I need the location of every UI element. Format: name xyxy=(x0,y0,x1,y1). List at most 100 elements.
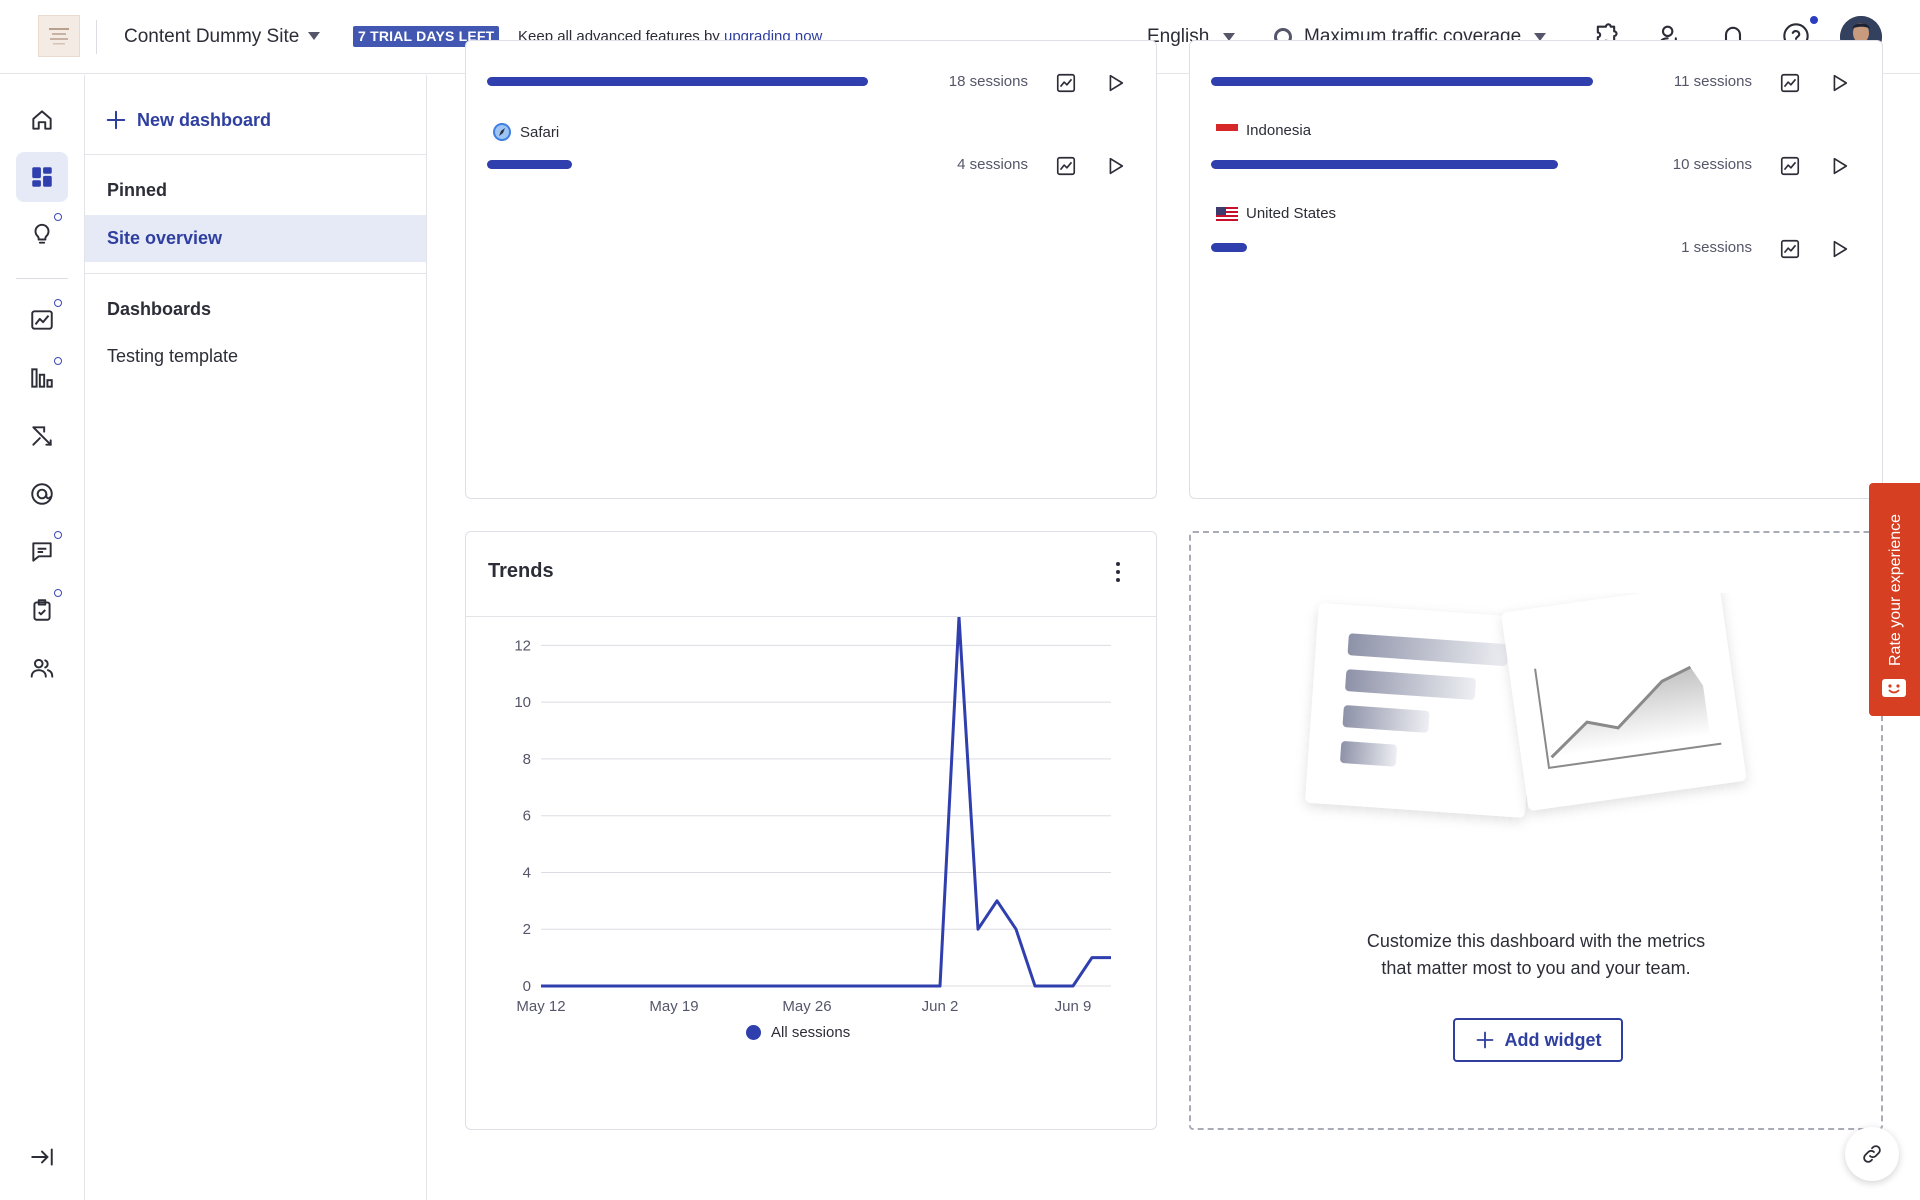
y-tick-label: 4 xyxy=(523,864,531,881)
new-dashboard-label: New dashboard xyxy=(137,109,272,130)
y-tick-label: 6 xyxy=(523,808,531,825)
trends-widget: Trends 0 2 4 6 8 10 12 May 12 May 19 May 26 Jun 2 J… xyxy=(465,531,1157,1130)
trends-icon[interactable] xyxy=(16,295,68,345)
sessions-count: 4 sessions xyxy=(957,156,1028,173)
country-label: United States xyxy=(1246,205,1337,222)
icon-rail xyxy=(0,75,85,1200)
new-dashboard-button[interactable]: New dashboard xyxy=(105,109,271,131)
funnels-icon[interactable] xyxy=(16,353,68,403)
widget-title: Trends xyxy=(488,560,554,582)
country-row-indonesia: Indonesia xyxy=(1216,122,1311,139)
rate-experience-tab[interactable]: Rate your experience xyxy=(1869,483,1920,716)
trial-badge: 7 TRIAL DAYS LEFT xyxy=(353,26,500,47)
site-dropdown-caret-icon[interactable] xyxy=(308,32,320,40)
link-icon xyxy=(1863,1145,1881,1163)
trend-chart-icon[interactable] xyxy=(1779,238,1801,260)
x-tick-label: Jun 2 xyxy=(922,998,959,1015)
y-tick-label: 8 xyxy=(523,751,531,768)
x-tick-label: May 26 xyxy=(782,998,831,1015)
legend-marker xyxy=(746,1025,761,1040)
country-widget: 11 sessions Indonesia 10 sessions United… xyxy=(1189,40,1883,499)
smiley-icon xyxy=(1882,679,1906,697)
rail-divider xyxy=(16,278,68,279)
add-widget-placeholder: Customize this dashboard with the metric… xyxy=(1189,531,1883,1130)
add-widget-label: Add widget xyxy=(1504,1029,1602,1050)
coverage-caret-icon[interactable] xyxy=(1534,33,1546,41)
session-bar xyxy=(487,77,868,86)
sessions-count: 1 sessions xyxy=(1681,239,1752,256)
sessions-count: 10 sessions xyxy=(1672,156,1752,173)
chart-legend[interactable]: All sessions xyxy=(746,1024,850,1041)
play-recording-icon[interactable] xyxy=(1104,155,1126,177)
insights-new-dot xyxy=(54,213,62,221)
browser-row-safari: Safari xyxy=(492,122,559,142)
sidebar-item-testing-template[interactable]: Testing template xyxy=(107,346,239,366)
play-recording-icon[interactable] xyxy=(1828,72,1850,94)
session-bar xyxy=(487,160,572,169)
united-states-flag-icon xyxy=(1216,206,1238,221)
y-tick-label: 2 xyxy=(523,921,531,938)
trend-chart-icon[interactable] xyxy=(1055,72,1077,94)
session-bar xyxy=(1211,77,1593,86)
session-bar xyxy=(1211,160,1558,169)
help-notification-dot xyxy=(1808,14,1820,26)
feedback-icon[interactable] xyxy=(16,527,68,577)
country-label: Indonesia xyxy=(1246,122,1312,139)
country-row-united-states: United States xyxy=(1216,205,1336,222)
y-tick-label: 12 xyxy=(514,637,531,654)
widget-illustration-icon xyxy=(1305,593,1746,818)
x-tick-label: May 12 xyxy=(516,998,565,1015)
play-recording-icon[interactable] xyxy=(1104,72,1126,94)
x-tick-label: Jun 9 xyxy=(1055,998,1092,1015)
dashboards-icon[interactable] xyxy=(16,152,68,202)
journeys-icon[interactable] xyxy=(16,411,68,461)
users-icon[interactable] xyxy=(16,643,68,693)
pinned-heading: Pinned xyxy=(107,180,168,200)
tasks-new-dot xyxy=(54,589,62,597)
dashboards-heading: Dashboards xyxy=(107,299,212,319)
site-selector[interactable]: Content Dummy Site xyxy=(124,26,300,47)
tasks-icon[interactable] xyxy=(16,585,68,635)
language-caret-icon[interactable] xyxy=(1223,33,1235,41)
sessions-count: 18 sessions xyxy=(948,73,1028,90)
feedback-new-dot xyxy=(54,531,62,539)
browser-widget: 18 sessions Safari 4 sessions xyxy=(465,40,1157,499)
plus-icon xyxy=(1476,1031,1493,1049)
widget-more-icon[interactable] xyxy=(1108,560,1128,584)
surveys-icon[interactable] xyxy=(16,469,68,519)
copy-link-button[interactable] xyxy=(1845,1127,1899,1181)
site-logo[interactable] xyxy=(38,15,80,57)
site-logo-icon xyxy=(49,28,69,45)
safari-icon xyxy=(493,123,511,141)
funnels-new-dot xyxy=(54,357,62,365)
play-recording-icon[interactable] xyxy=(1828,155,1850,177)
add-widget-button[interactable]: Add widget xyxy=(1453,1018,1623,1062)
empty-state-line: that matter most to you and your team. xyxy=(1381,958,1691,978)
indonesia-flag-icon xyxy=(1216,123,1238,138)
series-line-all-sessions[interactable] xyxy=(541,617,1111,988)
x-tick-label: May 19 xyxy=(649,998,698,1015)
widget-header-divider xyxy=(466,616,1156,617)
play-recording-icon[interactable] xyxy=(1828,238,1850,260)
trend-chart-icon[interactable] xyxy=(1779,72,1801,94)
sidebar-item-site-overview[interactable]: Site overview xyxy=(85,215,426,262)
collapse-sidebar-icon[interactable] xyxy=(16,1132,68,1182)
sidebar-divider xyxy=(85,273,427,274)
empty-state-message: Customize this dashboard with the metric… xyxy=(1191,928,1881,982)
rate-experience-label: Rate your experience xyxy=(1887,513,1904,667)
empty-state-line: Customize this dashboard with the metric… xyxy=(1366,931,1706,951)
sessions-count: 11 sessions xyxy=(1673,73,1752,90)
browser-label: Safari xyxy=(520,123,560,141)
header-divider xyxy=(96,20,97,54)
insights-icon[interactable] xyxy=(16,209,68,259)
home-icon[interactable] xyxy=(16,95,68,145)
plus-icon xyxy=(106,110,126,130)
trends-new-dot xyxy=(54,299,62,307)
trend-chart-icon[interactable] xyxy=(1055,155,1077,177)
y-tick-label: 0 xyxy=(523,978,531,995)
y-tick-label: 10 xyxy=(514,694,531,711)
trends-chart: 0 2 4 6 8 10 12 May 12 May 19 May 26 Jun 2 Jun 9 xyxy=(514,617,1112,1015)
session-bar xyxy=(1211,243,1247,252)
dashboards-sidebar: New dashboard Pinned Site overview Dashb… xyxy=(85,75,427,1200)
trend-chart-icon[interactable] xyxy=(1779,155,1801,177)
